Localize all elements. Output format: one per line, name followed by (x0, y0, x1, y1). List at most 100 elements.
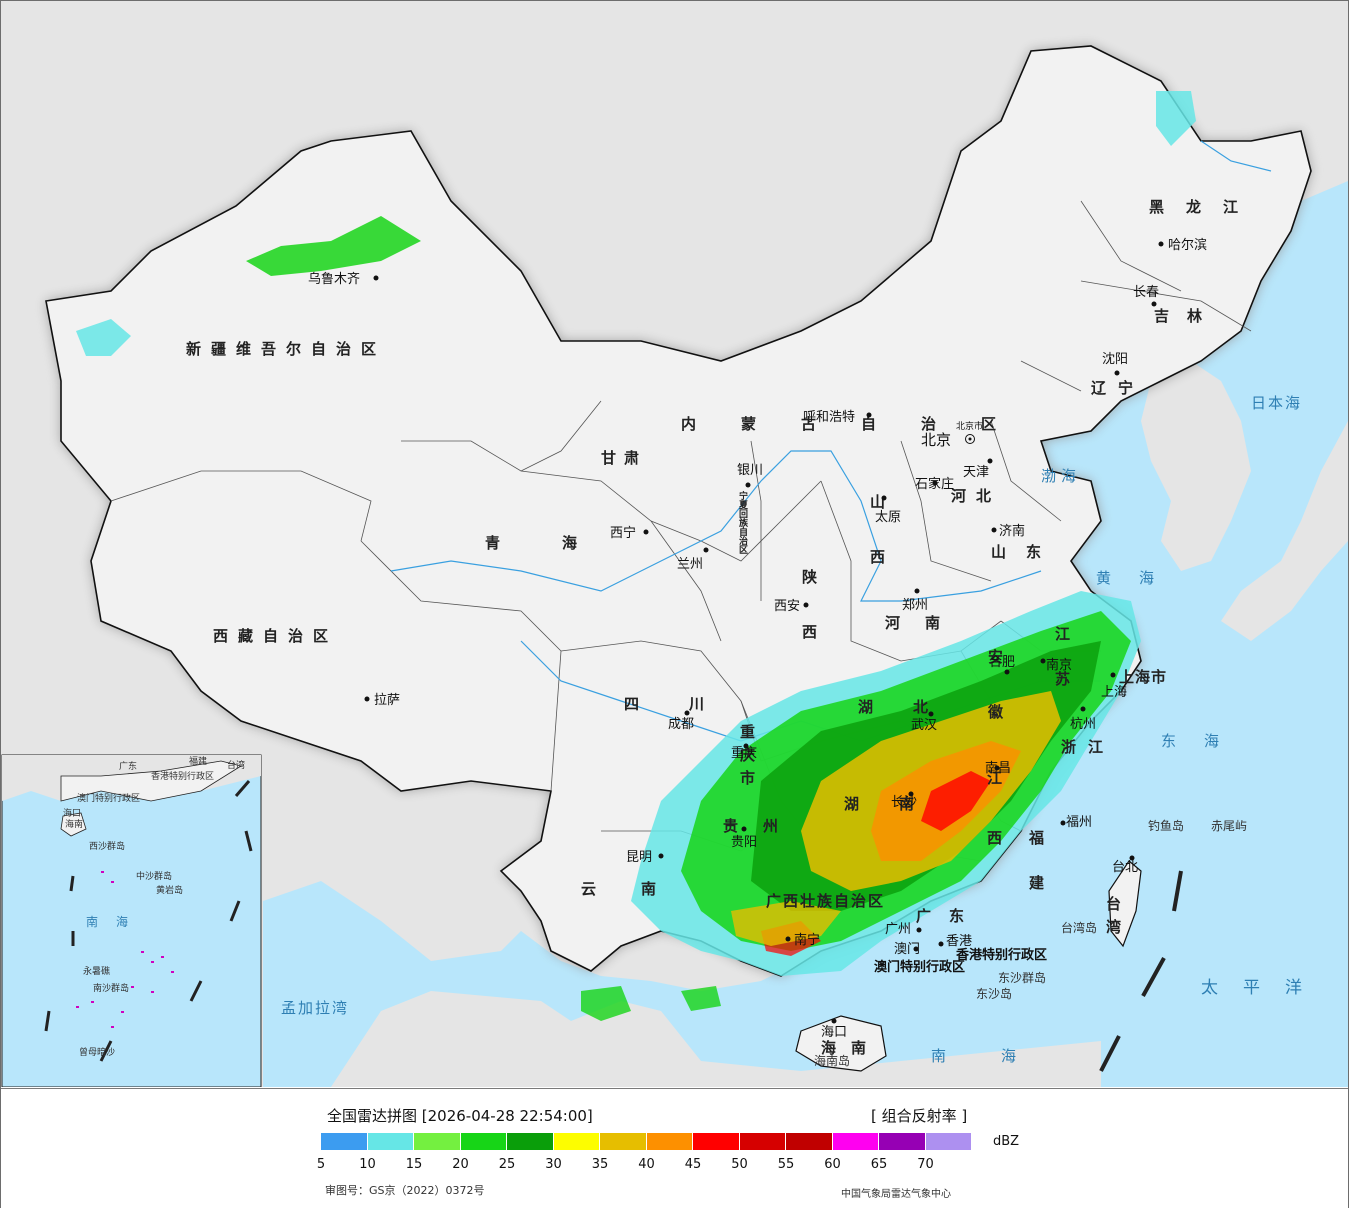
inset-haikou: 海口 (63, 807, 81, 819)
city-lanzhou: 兰州 (677, 557, 703, 572)
label-guangdong: 广东 (916, 907, 982, 925)
label-chiwei: 赤尾屿 (1211, 819, 1247, 833)
legend-tick-label: 60 (824, 1157, 841, 1172)
label-zhejiang: 浙江 (1061, 738, 1115, 756)
label-diaoyu: 钓鱼岛 (1148, 818, 1184, 833)
color-bar-segment (739, 1133, 785, 1150)
taiwan-island (1108, 860, 1142, 948)
label-anhui: 安徽 (986, 648, 1004, 759)
echo-yunnan-2 (681, 986, 721, 1011)
label-heilongjiang: 黑龙江 (1149, 198, 1260, 216)
sea-pacific-label: 太平洋 (1201, 978, 1327, 998)
city-beijing-shi: 北京市 (956, 420, 983, 432)
legend-panel: 全国雷达拼图 [2026-04-28 22:54:00] [ 组合反射率 ] d… (1, 1088, 1348, 1208)
color-bar-segment (879, 1133, 925, 1150)
city-zhengzhou: 郑州 (902, 598, 928, 613)
legend-tick-label: 25 (498, 1157, 516, 1172)
color-bar (321, 1133, 972, 1150)
legend-tick-label: 15 (405, 1157, 423, 1172)
city-taiyuan: 太原 (875, 510, 901, 525)
legend-product: [ 组合反射率 ] (871, 1107, 968, 1125)
city-shijiazhuang: 石家庄 (915, 476, 954, 492)
map-canvas: 新疆维吾尔自治区 西藏自治区 青海 甘肃 内蒙古自治区 黑龙江 吉林 辽宁 河北… (1, 1, 1348, 1087)
hainan-island (795, 1015, 887, 1072)
label-dongsha-island: 东沙岛 (976, 986, 1012, 1001)
echo-yellow-gx (731, 901, 841, 946)
label-neimenggu: 内蒙古自治区 (681, 415, 1041, 433)
inset-huangyan: 黄岩岛 (156, 884, 183, 896)
inset-hainan: 海南 (65, 818, 83, 830)
city-xian: 西安 (774, 599, 800, 614)
city-changchun: 长春 (1133, 285, 1159, 300)
japan-land (1221, 421, 1348, 641)
city-shanghai: 上海 (1101, 685, 1127, 700)
color-bar-segment (600, 1133, 646, 1150)
label-fujian: 福建 (1027, 829, 1045, 920)
inset-yongshu: 永暑礁 (83, 965, 110, 977)
legend-tick-label: 55 (777, 1157, 795, 1172)
label-liaoning: 辽宁 (1091, 379, 1145, 397)
city-guangzhou: 广州 (885, 922, 911, 937)
label-hubei: 湖北 (858, 698, 968, 716)
radar-map[interactable]: 新疆维吾尔自治区 西藏自治区 青海 甘肃 内蒙古自治区 黑龙江 吉林 辽宁 河北… (1, 1, 1348, 1087)
label-ningxia: 宁夏回族自治区 (737, 490, 749, 554)
city-wuhan: 武汉 (911, 718, 937, 733)
sea-bohai-label: 渤海 (1041, 467, 1081, 485)
echo-hlj (1156, 91, 1196, 146)
label-hebei: 河北 (951, 487, 1001, 505)
city-guiyang: 贵阳 (731, 835, 757, 850)
sea-south-label: 南海 (931, 1047, 1071, 1065)
inset-zengmu: 曾母暗沙 (79, 1046, 115, 1058)
agency-credit: 中国气象局雷达气象中心 (841, 1189, 951, 1200)
legend-tick-label: 45 (684, 1157, 702, 1172)
city-shenyang: 沈阳 (1102, 352, 1128, 367)
sea-bengal-label: 孟加拉湾 (281, 999, 349, 1017)
label-shanxi: 山西 (868, 494, 886, 604)
label-hainan-island: 海南岛 (814, 1053, 850, 1068)
city-tianjin: 天津 (963, 465, 989, 480)
city-lhasa: 拉萨 (374, 693, 400, 708)
echo-xj-1 (246, 216, 421, 276)
color-bar-segment (832, 1133, 878, 1150)
legend-unit: dBZ (993, 1134, 1020, 1149)
color-bar-segment (553, 1133, 599, 1150)
legend-tick-label: 65 (870, 1157, 888, 1172)
color-bar-segment (925, 1133, 971, 1150)
maritime-boundary (1099, 870, 1183, 1072)
label-hainan: 海南 (821, 1039, 881, 1057)
label-guizhou: 贵州 (723, 817, 803, 835)
city-changsha: 长沙 (891, 795, 917, 810)
sea-area (263, 301, 1348, 1087)
city-haikou: 海口 (821, 1025, 847, 1040)
city-nanjing: 南京 (1046, 657, 1072, 673)
legend-tick-label: 30 (545, 1157, 562, 1172)
label-xizang: 西藏自治区 (213, 627, 338, 645)
sea-east-label: 东海 (1161, 732, 1247, 750)
inset-zhongsha: 中沙群岛 (136, 870, 172, 882)
legend-title: 全国雷达拼图 [2026-04-28 22:54:00] (327, 1107, 593, 1125)
label-jiangsu: 江苏 (1053, 625, 1071, 716)
label-macau-sar: 澳门特别行政区 (874, 959, 965, 975)
echo-xj-2 (76, 319, 131, 356)
city-hongkong: 香港 (946, 934, 972, 949)
color-bar-segment (460, 1133, 506, 1150)
label-dongsha-islands: 东沙群岛 (998, 970, 1046, 985)
city-beijing: 北京 (921, 431, 951, 449)
label-hunan: 湖南 (844, 795, 954, 813)
city-hefei: 合肥 (989, 655, 1015, 670)
color-bar-segment (786, 1133, 832, 1150)
color-bar-segment (507, 1133, 553, 1150)
inset-nanhai: 南海 (86, 914, 146, 929)
city-fuzhou: 福州 (1066, 815, 1092, 830)
city-labels: 乌鲁木齐 拉萨 西宁 兰州 银川 呼和浩特 北京市 北京 天津 石家庄 太原 济… (308, 237, 1207, 1040)
sea-japan-label: 日本海 (1251, 394, 1302, 412)
sea-yellow-label: 黄海 (1096, 569, 1182, 587)
south-sea-inset: 海南 南海 中沙群岛 黄岩岛 南沙群岛 曾母暗沙 西沙群岛 永暑礁 香港特别行政… (1, 754, 262, 1087)
label-gansu: 甘肃 (601, 449, 647, 467)
inset-macau: 澳门特别行政区 (77, 792, 140, 804)
label-hk-sar: 香港特别行政区 (955, 947, 1047, 963)
label-qinghai: 青海 (485, 534, 639, 552)
label-shanghai: 上海市 (1119, 668, 1167, 686)
label-jilin: 吉林 (1154, 307, 1220, 325)
color-bar-segment (367, 1133, 413, 1150)
